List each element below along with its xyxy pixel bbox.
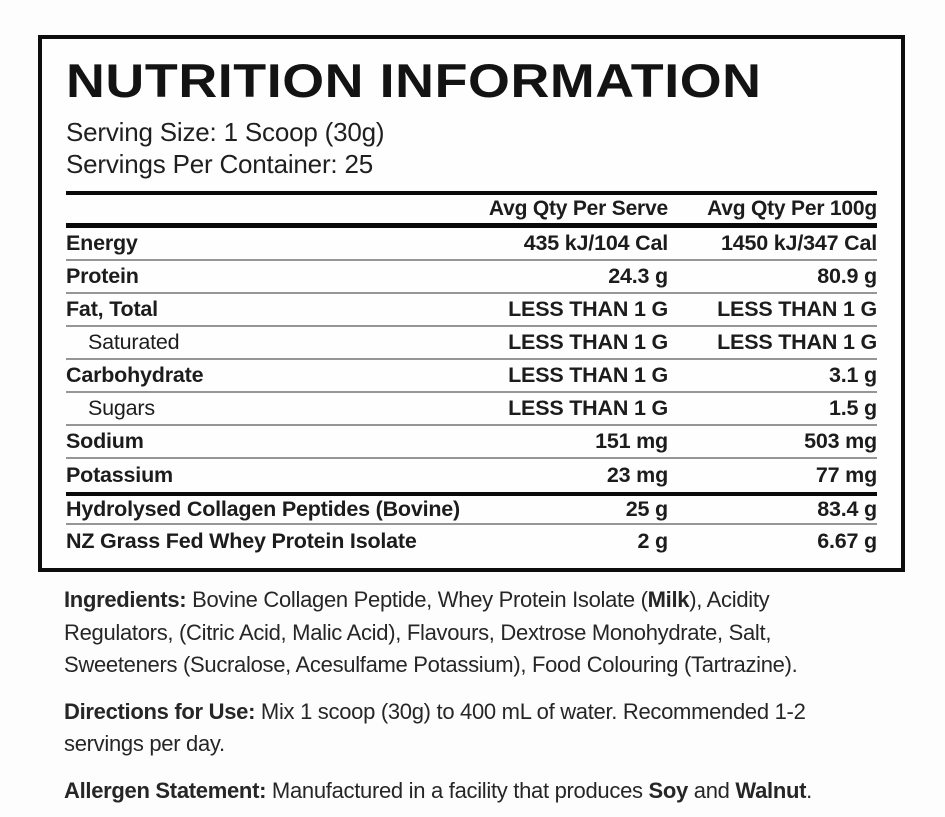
panel-title: NUTRITION INFORMATION bbox=[66, 54, 762, 107]
table-row-energy: Energy 435 kJ/104 Cal 1450 kJ/347 Cal bbox=[66, 228, 877, 261]
table-row-fat-total: Fat, Total LESS THAN 1 G LESS THAN 1 G bbox=[66, 294, 877, 327]
label-notes: Ingredients: Bovine Collagen Peptide, Wh… bbox=[64, 584, 884, 817]
servings-per-container: Servings Per Container: 25 bbox=[66, 149, 373, 179]
table-row-whey-isolate: NZ Grass Fed Whey Protein Isolate 2 g 6.… bbox=[66, 529, 877, 553]
allergen-label: Allergen Statement: bbox=[64, 777, 267, 803]
allergen-paragraph: Allergen Statement: Manufactured in a fa… bbox=[64, 775, 884, 808]
allergen-text: Manufactured in a facility that produces bbox=[266, 777, 649, 803]
table-row-carbohydrate: Carbohydrate LESS THAN 1 G 3.1 g bbox=[66, 360, 877, 393]
directions-label: Directions for Use: bbox=[64, 698, 256, 724]
allergen-walnut: Walnut bbox=[735, 777, 807, 803]
allergen-period: . bbox=[806, 777, 812, 803]
ingredients-text-2: ), Acidity Regulators, (Citric Acid, Mal… bbox=[64, 587, 798, 677]
ingredients-text-1: Bovine Collagen Peptide, Whey Protein Is… bbox=[186, 587, 648, 612]
table-row-protein: Protein 24.3 g 80.9 g bbox=[66, 261, 877, 294]
directions-paragraph: Directions for Use: Mix 1 scoop (30g) to… bbox=[64, 696, 884, 761]
ingredients-label: Ingredients: bbox=[64, 587, 187, 612]
table-row-saturated: Saturated LESS THAN 1 G LESS THAN 1 G bbox=[66, 327, 877, 360]
col-header-per-100g: Avg Qty Per 100g bbox=[707, 197, 877, 220]
table-row-sodium: Sodium 151 mg 503 mg bbox=[66, 426, 877, 459]
col-header-per-serve: Avg Qty Per Serve bbox=[488, 197, 668, 220]
allergen-soy: Soy bbox=[648, 777, 689, 803]
table-header-row: Avg Qty Per Serve Avg Qty Per 100g bbox=[66, 191, 877, 228]
table-row-sugars: Sugars LESS THAN 1 G 1.5 g bbox=[66, 393, 877, 426]
serving-size: Serving Size: 1 Scoop (30g) bbox=[66, 117, 385, 147]
table-row-collagen-peptides: Hydrolysed Collagen Peptides (Bovine) 25… bbox=[66, 492, 877, 525]
nutrition-panel: NUTRITION INFORMATION Serving Size: 1 Sc… bbox=[38, 35, 905, 572]
directions-text: Mix 1 scoop (30g) to 400 mL of water. Re… bbox=[64, 698, 806, 757]
table-row-potassium: Potassium 23 mg 77 mg bbox=[66, 463, 877, 487]
serving-info: Serving Size: 1 Scoop (30g) Servings Per… bbox=[66, 116, 877, 180]
nutrition-table: Avg Qty Per Serve Avg Qty Per 100g Energ… bbox=[66, 191, 877, 558]
allergen-joiner: and bbox=[687, 777, 736, 803]
ingredients-milk-allergen: Milk bbox=[647, 587, 690, 612]
ingredients-paragraph: Ingredients: Bovine Collagen Peptide, Wh… bbox=[64, 584, 884, 682]
